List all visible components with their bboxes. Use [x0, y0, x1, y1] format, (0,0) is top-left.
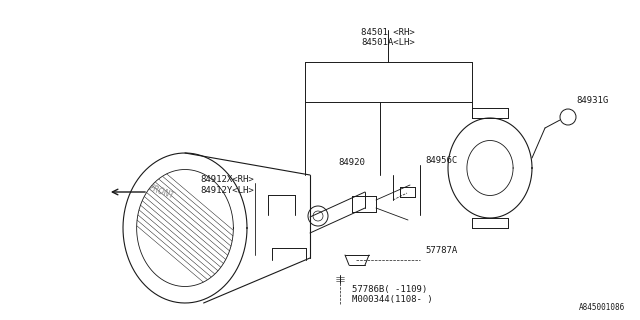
Text: 84501 <RH>
84501A<LH>: 84501 <RH> 84501A<LH>	[361, 28, 415, 47]
Text: 84931G: 84931G	[576, 95, 608, 105]
Text: 57787A: 57787A	[425, 245, 457, 254]
Text: 84956C: 84956C	[425, 156, 457, 164]
Text: 84920: 84920	[338, 157, 365, 166]
Text: FRONT: FRONT	[148, 183, 175, 201]
Text: 57786B( -1109)
M000344(1108- ): 57786B( -1109) M000344(1108- )	[352, 285, 433, 304]
Text: A845001086: A845001086	[579, 303, 625, 312]
Text: 84912X<RH>
84912Y<LH>: 84912X<RH> 84912Y<LH>	[200, 175, 253, 195]
